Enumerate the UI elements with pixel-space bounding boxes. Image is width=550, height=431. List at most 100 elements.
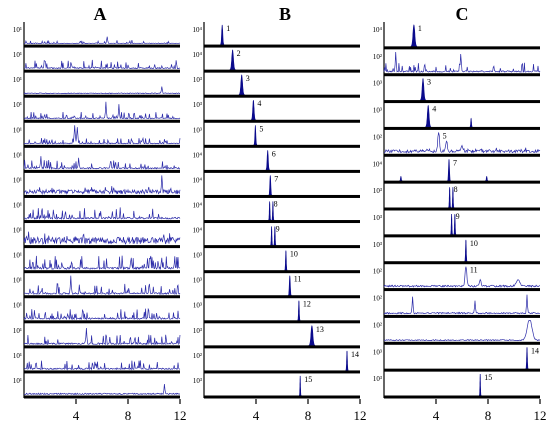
signal-trace [23,125,181,145]
peak-number-label: 12 [303,300,311,309]
peak-number-label: 14 [531,346,539,355]
row-magnitude-label: 10² [373,133,382,141]
peak [345,350,349,371]
peak-number-label: 8 [454,185,458,194]
row-magnitude-label: 10¹ [13,252,22,260]
row-baseline-axis [24,69,180,73]
row-baseline-axis [384,126,540,130]
chromatogram-row: 10⁴ 7 [373,158,540,184]
peak [447,159,451,181]
x-tick-label: 12 [354,408,367,423]
peak [270,226,273,246]
row-baseline-axis [24,44,180,48]
row-magnitude-label: 10⁴ [193,51,203,59]
row-magnitude-label: 10¹ [13,151,22,159]
row-baseline-axis [384,153,540,157]
peak [268,175,272,196]
chromatogram-row: 10³ 5 [193,124,360,148]
chromatogram-row: 10³ 15 [373,373,540,399]
chromatogram-row: 10⁴ 8 [193,199,360,224]
peak [251,100,256,121]
peak-number-label: 7 [453,158,457,167]
signal-trace [23,275,181,296]
peak [271,201,275,221]
row-baseline-axis [204,69,360,73]
chromatogram-row: 10² [373,51,541,77]
row-baseline-axis [204,119,360,123]
chromatogram-row: 10³ 11 [193,275,360,299]
peak [425,104,432,128]
signal-trace [23,86,181,95]
peak [265,150,270,171]
chromatogram-row: 10¹ [13,51,181,73]
row-magnitude-label: 10³ [373,80,382,88]
chromatogram-row: 10¹ [13,201,181,224]
peak [448,187,451,208]
row-baseline-axis [384,180,540,184]
row-magnitude-label: 10⁴ [193,227,203,235]
row-magnitude-label: 10¹ [13,126,22,134]
peak-number-label: 8 [274,199,278,208]
row-magnitude-label: 10³ [193,76,202,84]
peak [410,24,418,47]
chromatogram-row: 10⁴ 9 [193,225,360,249]
row-magnitude-label: 10³ [373,375,382,383]
row-magnitude-label: 10¹ [13,201,22,209]
row-baseline-axis [384,395,540,399]
row-magnitude-label: 10⁴ [193,176,203,184]
row-magnitude-label: 10² [373,321,382,329]
row-magnitude-label: 10³ [373,107,382,115]
peak-number-label: 4 [432,105,436,114]
row-baseline-axis [24,295,180,299]
chromatogram-row: 10¹ [13,175,181,198]
row-magnitude-label: 10⁴ [373,160,383,168]
peak [297,300,301,321]
peak [450,214,453,235]
chromatogram-row: 10⁴ 1 [193,24,360,48]
chromatogram-row: 10¹ [13,352,181,374]
row-magnitude-label: 10² [373,295,382,303]
peak [453,214,457,235]
row-baseline-axis [204,295,360,299]
row-baseline-axis [384,73,540,77]
peak-number-label: 3 [427,78,431,87]
panel-title: C [456,4,469,24]
peak-number-label: 13 [316,325,324,334]
chromatogram-row: 10¹ [13,302,181,324]
row-baseline-axis [204,144,360,148]
x-tick-label: 8 [485,408,492,423]
row-baseline-axis [204,94,360,98]
peak [288,275,292,296]
peak-number-label: 4 [257,99,261,108]
peak-number-label: 15 [484,373,492,382]
row-baseline-axis [384,261,540,265]
signal-trace [383,266,540,288]
chromatogram-row: 10³ 14 [373,346,540,372]
x-tick-label: 8 [305,408,312,423]
signal-trace [24,327,181,346]
chromatogram-row: 10¹ [13,252,181,274]
chromatogram-row: 10³ 15 [193,375,360,399]
row-baseline-axis [24,119,180,123]
row-magnitude-label: 10² [373,53,382,61]
x-tick-label: 4 [433,408,440,423]
peak [399,175,403,181]
row-magnitude-label: 10⁴ [373,26,383,34]
peak-number-label: 5 [259,124,263,133]
chromatogram-row: 10⁴ 6 [193,149,360,173]
chromatogram-row: 10² [373,295,541,318]
row-magnitude-label: 10³ [373,348,382,356]
row-baseline-axis [384,234,540,238]
signal-trace [383,51,541,74]
chromatogram-row: 10¹ [13,125,181,148]
x-tick-label: 8 [125,408,132,423]
row-magnitude-label: 10³ [193,302,202,310]
row-baseline-axis [384,341,540,345]
signal-trace [23,101,181,120]
row-baseline-axis [24,270,180,274]
row-magnitude-label: 10³ [193,377,202,385]
peak [484,175,489,181]
chromatogram-row: 10² [373,320,541,345]
row-baseline-axis [24,220,180,224]
row-baseline-axis [204,220,360,224]
